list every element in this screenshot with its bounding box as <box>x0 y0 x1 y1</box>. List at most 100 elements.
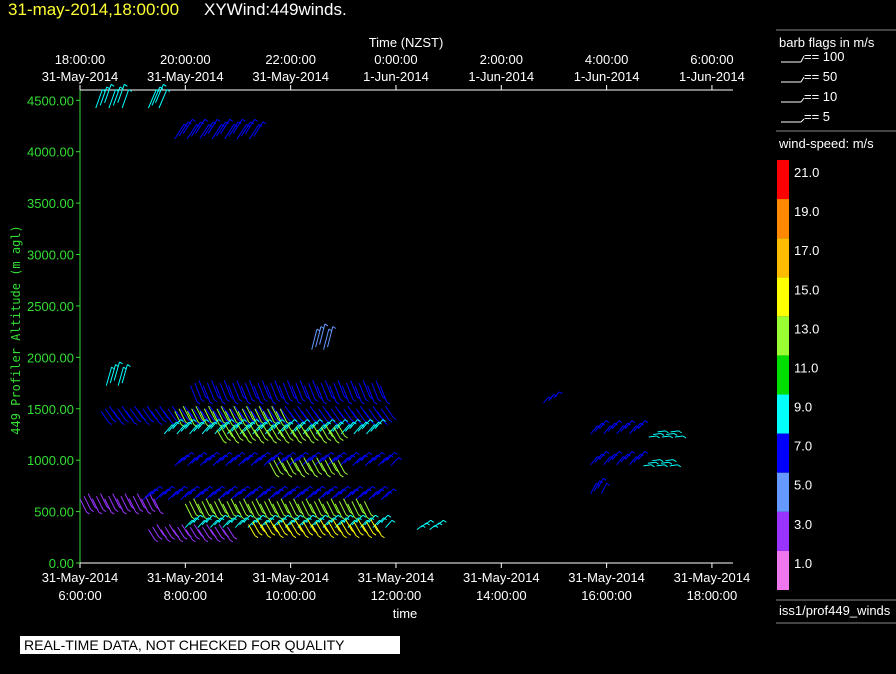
wind-barb <box>199 124 210 140</box>
wind-barb <box>272 503 280 518</box>
wind-barb-flag <box>368 452 373 455</box>
y-tick-label: 2500.00 <box>27 299 74 314</box>
wind-barb <box>599 420 607 430</box>
wind-barb <box>371 382 379 400</box>
wind-barb <box>193 498 201 513</box>
wind-barb <box>616 456 624 466</box>
wind-barb-flag <box>266 516 271 520</box>
wind-barb-flag <box>655 461 660 465</box>
wind-barb <box>330 408 340 421</box>
wind-barb-flag <box>229 539 234 543</box>
wind-barb <box>226 501 234 515</box>
wind-barb <box>167 491 177 501</box>
wind-barb-flag <box>255 488 259 492</box>
wind-barb-flag <box>381 452 385 455</box>
wind-barb-flag <box>338 419 343 423</box>
wind-barb <box>100 411 110 423</box>
wind-barb <box>214 517 222 526</box>
wind-barb <box>219 382 228 400</box>
wind-barb <box>188 486 198 495</box>
wind-barb-flag <box>384 422 389 426</box>
wind-barb-flag <box>322 532 326 536</box>
wind-barb <box>286 459 294 473</box>
wind-barb <box>214 501 222 515</box>
wind-barb <box>357 519 366 531</box>
wind-barb-flag <box>357 419 361 422</box>
wind-barb <box>333 462 341 476</box>
wind-barb-flag <box>309 422 313 426</box>
wind-barb-flag <box>273 440 277 444</box>
wind-barb-flag <box>329 516 333 520</box>
wind-barb <box>203 408 212 423</box>
wind-barb <box>237 457 247 467</box>
wind-barb-flag <box>110 83 115 87</box>
wind-barb-flag <box>264 399 268 402</box>
wind-barb-flag <box>345 514 350 518</box>
wind-barb-flag <box>306 419 311 422</box>
wind-barb <box>299 459 307 473</box>
wind-barb <box>276 501 284 515</box>
wind-barb <box>340 521 349 534</box>
wind-barb <box>298 419 308 430</box>
wind-barb <box>303 385 312 403</box>
wind-barb <box>226 486 235 495</box>
colorbar-swatch <box>777 472 789 512</box>
wind-barb <box>112 86 121 106</box>
wind-barb <box>364 517 372 526</box>
wind-barb <box>249 424 258 437</box>
x2-tick-label: 1-Jun-2014 <box>363 69 429 84</box>
wind-barb-flag <box>355 452 360 455</box>
wind-barb <box>281 462 290 476</box>
wind-barb-flag <box>323 401 327 405</box>
wind-barb <box>277 521 286 534</box>
wind-barb <box>611 420 620 430</box>
wind-barb-flag <box>602 477 607 481</box>
wind-barb <box>212 411 220 425</box>
wind-barb-flag <box>280 472 284 475</box>
wind-barb-flag <box>284 485 289 489</box>
wind-barb-flag <box>275 514 279 518</box>
barb-legend-flag <box>800 97 805 103</box>
wind-barb <box>240 385 249 403</box>
wind-barb <box>270 382 278 400</box>
wind-barb-flag <box>310 401 315 405</box>
wind-barb <box>255 514 264 523</box>
colorbar-swatch <box>777 550 789 590</box>
x-tick-label: 8:00:00 <box>164 588 207 603</box>
wind-barb-flag <box>239 438 244 441</box>
wind-barb <box>191 454 200 464</box>
wind-barb-flag <box>333 514 337 518</box>
wind-barb-flag <box>196 401 201 405</box>
wind-barb <box>242 454 251 464</box>
wind-barb-flag <box>223 440 227 444</box>
wind-barb <box>372 519 380 528</box>
wind-barb <box>433 522 440 528</box>
wind-barb <box>323 524 332 537</box>
wind-barb <box>193 514 201 523</box>
wind-barb <box>269 462 277 476</box>
wind-barb <box>348 452 357 462</box>
wind-barb <box>284 488 294 498</box>
wind-barb <box>245 405 254 420</box>
wind-barb <box>294 519 302 531</box>
x-tick-label: 10:00:00 <box>265 588 316 603</box>
wind-barb-flag <box>665 430 669 434</box>
wind-barb-flag <box>90 509 94 512</box>
wind-barb <box>273 459 281 473</box>
wind-barb <box>243 498 251 513</box>
wind-barb <box>356 454 366 464</box>
wind-barb <box>319 323 326 345</box>
wind-barb <box>186 411 195 425</box>
x-tick-label: 31-May-2014 <box>463 570 540 585</box>
wind-barb-flag <box>305 488 309 492</box>
wind-barb-flag <box>203 452 208 455</box>
wind-barb <box>242 408 252 421</box>
wind-barb <box>186 124 197 140</box>
barb-legend-flag <box>800 118 805 123</box>
wind-barb <box>381 454 391 464</box>
wind-barb <box>293 514 301 523</box>
wind-barb <box>147 89 157 109</box>
wind-barb-flag <box>204 118 209 122</box>
wind-barb <box>291 429 300 442</box>
wind-barb <box>280 514 289 523</box>
